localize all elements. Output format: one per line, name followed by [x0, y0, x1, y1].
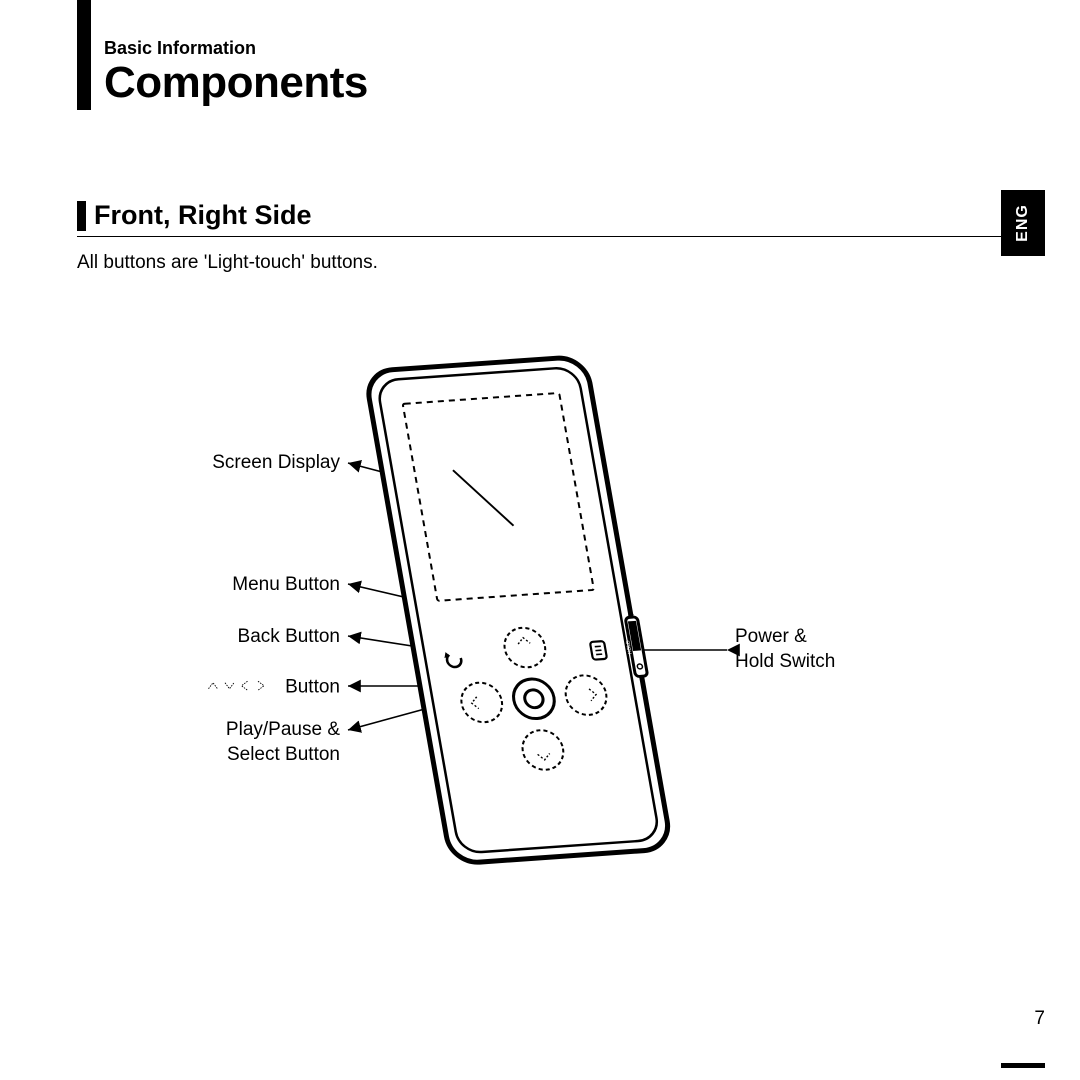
language-tab: ENG [1001, 190, 1045, 256]
subhead-rule [77, 236, 1003, 237]
device-svg: HOLD [130, 330, 930, 910]
device-diagram: Screen Display Menu Button Back Button B… [130, 330, 930, 910]
page-number: 7 [1034, 1008, 1045, 1030]
subhead-accent-bar [77, 201, 86, 231]
note-text: All buttons are 'Light-touch' buttons. [77, 252, 378, 274]
language-tab-text: ENG [1014, 204, 1032, 242]
footer-accent-bar [1001, 1063, 1045, 1068]
subheading: Front, Right Side [94, 200, 311, 231]
title-accent-bar [77, 0, 91, 110]
section-label: Basic Information [104, 38, 256, 59]
page-title: Components [104, 58, 368, 108]
